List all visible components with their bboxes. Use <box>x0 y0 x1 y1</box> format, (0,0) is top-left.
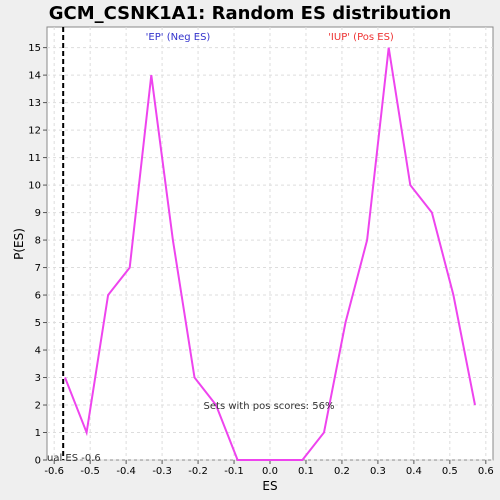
x-tick-label: 0.3 <box>370 466 386 477</box>
x-axis-label: ES <box>262 479 277 493</box>
x-tick-label: 0.5 <box>442 466 458 477</box>
y-tick-label: 4 <box>35 346 41 357</box>
pos-es-label: 'IUP' (Pos ES) <box>328 32 394 43</box>
x-tick-label: -0.4 <box>116 466 136 477</box>
y-tick-label: 15 <box>28 43 41 54</box>
x-tick-label: 0.1 <box>298 466 314 477</box>
y-tick-label: 14 <box>28 71 41 82</box>
y-tick-label: 8 <box>35 236 41 247</box>
y-tick-label: 3 <box>35 373 41 384</box>
y-tick-label: 6 <box>35 291 41 302</box>
neg-es-label: 'EP' (Neg ES) <box>146 32 211 43</box>
x-tick-label: -0.1 <box>224 466 244 477</box>
x-tick-label: -0.6 <box>44 466 64 477</box>
actual-es-label: ual ES -0.6 <box>47 453 101 464</box>
y-tick-label: 12 <box>28 126 41 137</box>
chart-title: GCM_CSNK1A1: Random ES distribution <box>49 3 452 24</box>
y-tick-label: 7 <box>35 263 41 274</box>
x-tick-label: 0.2 <box>334 466 350 477</box>
x-tick-label: 0.6 <box>478 466 494 477</box>
pos-scores-label: Sets with pos scores: 56% <box>204 401 335 412</box>
y-tick-label: 11 <box>28 153 41 164</box>
y-axis-label: P(ES) <box>12 228 26 260</box>
y-tick-label: 1 <box>35 428 41 439</box>
y-tick-label: 9 <box>35 208 41 219</box>
x-tick-label: 0.4 <box>406 466 422 477</box>
y-tick-label: 2 <box>35 401 41 412</box>
x-tick-label: 0.0 <box>262 466 278 477</box>
y-tick-label: 0 <box>35 456 41 467</box>
x-tick-label: -0.3 <box>152 466 172 477</box>
y-tick-label: 13 <box>28 98 41 109</box>
y-tick-label: 10 <box>28 181 41 192</box>
x-tick-label: -0.2 <box>188 466 208 477</box>
x-tick-label: -0.5 <box>80 466 100 477</box>
y-tick-label: 5 <box>35 318 41 329</box>
